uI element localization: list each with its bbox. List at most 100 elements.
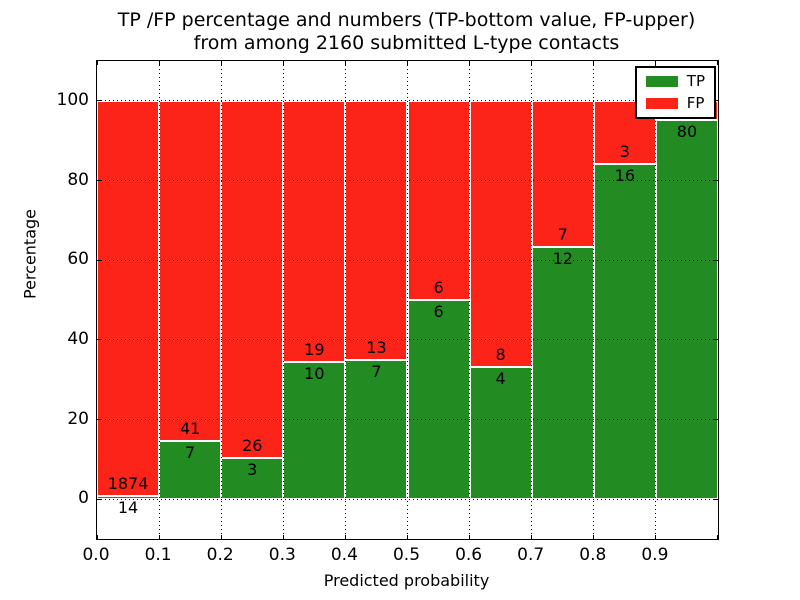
y-tick-left-60	[97, 259, 101, 261]
chart-title-line1: TP /FP percentage and numbers (TP-bottom…	[117, 9, 696, 31]
tp-count-label-5: 6	[433, 302, 444, 321]
x-tick-bottom-3	[282, 535, 284, 539]
y-tick-label-0: 0	[78, 488, 89, 509]
x-tick-label-0.4: 0.4	[330, 545, 358, 565]
fp-bar-segment-4	[345, 100, 408, 360]
y-tick-right-80	[714, 180, 718, 181]
x-tick-bottom-1	[158, 535, 160, 539]
x-tick-bottom-0	[97, 535, 98, 539]
tp-count-label-2: 3	[247, 460, 258, 480]
tp-count-label-1: 7	[185, 443, 196, 462]
plot-area: 1874 14 41 7 26 3 19 10 13 7 6 6 8 4 7 12 3 16 80 TP FP	[96, 60, 719, 540]
x-tick-bottom-8	[593, 535, 595, 539]
y-tick-label-40: 40	[67, 328, 89, 349]
x-tick-label-0.5: 0.5	[392, 545, 421, 565]
v-gridline-3	[282, 61, 284, 539]
fp-count-label-7: 7	[557, 225, 568, 245]
fp-count-label-3: 19	[304, 339, 325, 359]
x-tick-top-5	[407, 61, 408, 65]
axis-ticks-layer	[97, 61, 718, 539]
y-tick-label-80: 80	[67, 169, 89, 190]
fp-count-label-1: 41	[179, 419, 201, 438]
fp-bar-segment-0	[97, 100, 160, 497]
v-gridline-2	[220, 61, 222, 539]
x-tick-label-0.9: 0.9	[641, 545, 669, 565]
fp-count-label-4: 13	[366, 337, 387, 357]
chart-title: TP /FP percentage and numbers (TP-bottom…	[88, 9, 725, 55]
y-tick-right-40	[714, 339, 718, 341]
y-tick-label-20: 20	[67, 408, 89, 429]
tp-count-label-9: 80	[676, 121, 698, 141]
fp-count-label-6: 8	[495, 344, 506, 364]
x-tick-top-7	[531, 61, 533, 65]
x-tick-top-6	[469, 61, 471, 65]
grid-layer	[97, 61, 718, 539]
fp-count-label-5: 6	[433, 278, 444, 297]
x-tick-top-8	[593, 61, 595, 65]
v-gridline-9	[655, 61, 657, 539]
y-tick-right-60	[714, 259, 718, 261]
fp-bar-segment-2	[221, 100, 284, 459]
y-tick-right-0	[714, 498, 718, 500]
x-tick-label-0.8: 0.8	[579, 545, 607, 565]
fp-bar-segment-3	[283, 100, 346, 362]
x-tick-bottom-4	[344, 535, 346, 539]
x-tick-top-1	[158, 61, 160, 65]
x-tick-bottom-2	[220, 535, 222, 539]
fp-bar-segment-1	[159, 100, 222, 441]
tp-count-label-6: 4	[495, 368, 506, 388]
tp-bar-segment-4	[345, 359, 408, 500]
x-tick-top-2	[220, 61, 222, 65]
tp-count-label-3: 10	[304, 363, 325, 383]
tp-bar-segment-3	[283, 361, 346, 500]
fp-bar-segment-5	[407, 100, 470, 300]
tp-bar-segment-8	[593, 163, 656, 500]
annotations-layer: 1874 14 41 7 26 3 19 10 13 7 6 6 8 4 7 12 3 16 80	[97, 61, 718, 539]
v-gridline-6	[469, 61, 471, 539]
x-tick-bottom-5	[407, 535, 408, 539]
x-tick-bottom-9	[655, 535, 657, 539]
y-tick-left-20	[97, 419, 101, 420]
tp-bar-segment-2	[221, 458, 284, 500]
chart-title-line2: from among 2160 submitted L-type contact…	[193, 32, 620, 54]
legend-label-tp: TP	[686, 72, 705, 90]
fp-count-label-8: 3	[619, 141, 630, 161]
x-tick-label-0.2: 0.2	[206, 545, 234, 565]
tp-bar-segment-1	[159, 441, 222, 500]
tp-count-label-8: 16	[614, 165, 636, 185]
y-tick-left-0	[97, 498, 101, 500]
y-tick-left-80	[97, 180, 101, 181]
y-tick-label-60: 60	[67, 249, 89, 270]
y-tick-left-40	[97, 339, 101, 341]
fp-count-label-0: 1874	[107, 474, 149, 494]
fp-bar-segment-7	[531, 100, 594, 248]
y-tick-label-100: 100	[56, 89, 89, 110]
y-tick-right-100	[714, 100, 718, 102]
tp-bar-segment-5	[407, 300, 470, 500]
y-tick-right-20	[714, 419, 718, 420]
v-gridline-1	[158, 61, 160, 539]
tp-bar-segment-7	[531, 247, 594, 500]
tp-count-label-4: 7	[371, 361, 382, 381]
fp-count-label-2: 26	[242, 436, 263, 456]
x-tick-label-0.7: 0.7	[517, 545, 545, 565]
tp-bar-segment-9	[655, 119, 718, 500]
legend-item-tp: TP	[645, 72, 705, 90]
legend-item-fp: FP	[645, 94, 705, 112]
x-tick-label-0.6: 0.6	[455, 545, 483, 565]
legend: TP FP	[634, 66, 716, 119]
v-gridline-7	[531, 61, 533, 539]
tp-count-label-7: 12	[552, 249, 573, 269]
x-tick-top-10	[717, 61, 718, 65]
x-tick-bottom-7	[531, 535, 533, 539]
x-tick-top-4	[344, 61, 346, 65]
legend-label-fp: FP	[686, 94, 705, 112]
x-axis-label: Predicted probability	[323, 571, 490, 590]
x-tick-top-0	[97, 61, 98, 65]
v-gridline-5	[407, 61, 408, 539]
v-gridline-4	[344, 61, 346, 539]
x-tick-label-0.1: 0.1	[144, 545, 172, 565]
y-tick-left-100	[97, 100, 101, 102]
tp-color-swatch	[645, 76, 678, 87]
